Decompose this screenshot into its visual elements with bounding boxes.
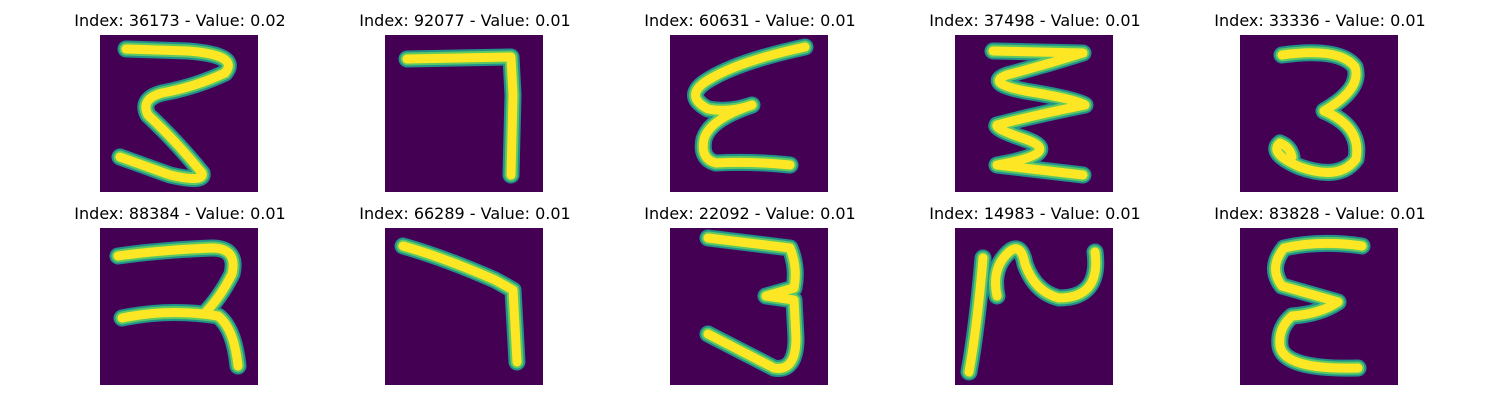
panel-title: Index: 66289 - Value: 0.01	[359, 204, 571, 223]
panel-title: Index: 92077 - Value: 0.01	[359, 11, 571, 30]
digit-image	[1240, 228, 1398, 385]
digit-panel-10: Index: 83828 - Value: 0.01	[1170, 193, 1470, 385]
digit-image	[670, 228, 828, 385]
panel-title: Index: 83828 - Value: 0.01	[1214, 204, 1426, 223]
panel-title: Index: 37498 - Value: 0.01	[929, 11, 1141, 30]
panel-title: Index: 88384 - Value: 0.01	[74, 204, 286, 223]
digit-stroke	[703, 233, 801, 373]
digit-image	[955, 228, 1113, 385]
digit-stroke	[691, 42, 810, 170]
panel-title: Index: 33336 - Value: 0.01	[1214, 11, 1426, 30]
digit-panel-9: Index: 14983 - Value: 0.01	[885, 193, 1185, 385]
digit-image	[385, 35, 543, 192]
digit-panel-6: Index: 88384 - Value: 0.01	[30, 193, 330, 385]
digit-stroke	[1272, 48, 1362, 177]
digit-image	[955, 35, 1113, 192]
digit-stroke	[398, 241, 522, 367]
digit-panel-5: Index: 33336 - Value: 0.01	[1170, 0, 1470, 192]
digit-panel-8: Index: 22092 - Value: 0.01	[600, 193, 900, 385]
digit-panel-2: Index: 92077 - Value: 0.01	[315, 0, 615, 192]
panel-title: Index: 36173 - Value: 0.02	[74, 11, 286, 30]
digit-panel-3: Index: 60631 - Value: 0.01	[600, 0, 900, 192]
panel-title: Index: 22092 - Value: 0.01	[644, 204, 856, 223]
digit-panel-1: Index: 36173 - Value: 0.02	[30, 0, 330, 192]
digit-panel-4: Index: 37498 - Value: 0.01	[885, 0, 1185, 192]
digit-stroke	[113, 243, 243, 371]
digit-stroke	[988, 46, 1090, 180]
digit-image	[385, 228, 543, 385]
digit-panel-7: Index: 66289 - Value: 0.01	[315, 193, 615, 385]
digit-image	[100, 228, 258, 385]
panel-title: Index: 14983 - Value: 0.01	[929, 204, 1141, 223]
digit-image	[1240, 35, 1398, 192]
digit-image	[670, 35, 828, 192]
digit-stroke	[964, 244, 1101, 377]
panel-title: Index: 60631 - Value: 0.01	[644, 11, 856, 30]
digit-stroke	[1271, 238, 1367, 373]
digit-image	[100, 35, 258, 192]
digit-stroke	[115, 44, 233, 183]
digit-stroke	[402, 52, 518, 180]
